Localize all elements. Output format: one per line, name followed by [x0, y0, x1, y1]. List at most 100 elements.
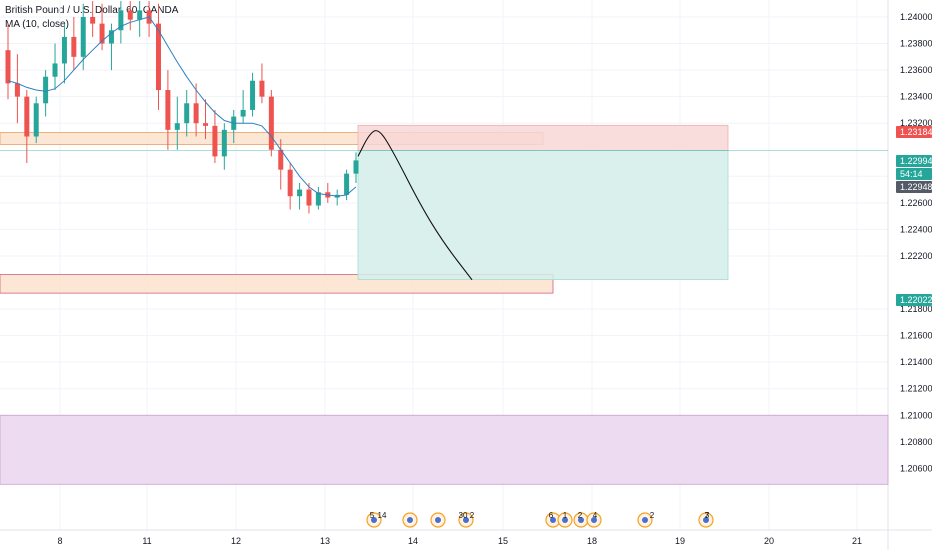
y-tick-label: 1.21200: [900, 384, 932, 394]
y-tick-label: 1.21000: [900, 410, 932, 420]
candle-body: [212, 125, 218, 157]
candle-body: [259, 80, 265, 97]
event-flag-dot: [463, 517, 469, 523]
x-tick-label: 14: [408, 536, 418, 546]
candle-body: [99, 23, 105, 44]
y-tick-label: 1.23200: [900, 118, 932, 128]
event-flag-dot: [550, 517, 556, 523]
x-tick-label: 13: [320, 536, 330, 546]
price-tag-teal: [896, 294, 932, 306]
candle-body: [52, 63, 58, 77]
y-tick-label: 1.22400: [900, 224, 932, 234]
event-flag-dot: [435, 517, 441, 523]
projection-line: [357, 130, 473, 281]
event-flag-dot: [578, 517, 584, 523]
candle-body: [184, 103, 190, 124]
price-tag-label: 1.22994: [900, 156, 932, 166]
candle-body: [344, 173, 350, 195]
event-markers: 5 14 30 2 6 1 2 4 2 37: [366, 511, 714, 528]
zone-stop-loss-area: [357, 124, 729, 151]
zone-profit-target-area: [357, 150, 729, 280]
candles: [5, 1, 359, 214]
price-tag-red: [896, 126, 932, 138]
candle-body: [33, 103, 39, 137]
x-tick-label: 11: [142, 536, 151, 546]
indicator-label: MA (10, close): [5, 19, 69, 30]
candle-body: [5, 50, 11, 84]
event-count: 14: [378, 511, 387, 520]
price-tag-teal: [896, 168, 932, 180]
candle-body: [90, 17, 96, 24]
candle-body: [221, 129, 227, 157]
event-count: 3: [705, 511, 710, 520]
candle-body: [127, 10, 133, 20]
price-tag-label: 54:14: [900, 169, 923, 179]
price-tag-label: 1.22022: [900, 295, 932, 305]
ma-line: [7, 16, 357, 197]
candle-body: [203, 123, 209, 126]
moving-average: [7, 16, 357, 197]
event-count: 1: [563, 511, 568, 520]
y-tick-label: 1.23400: [900, 92, 932, 102]
candle-body: [278, 149, 284, 170]
y-tick-label: 1.21400: [900, 357, 932, 367]
event-count: 6: [549, 511, 554, 520]
candle-body: [137, 10, 143, 20]
candle-body: [14, 83, 20, 97]
price-tag-teal: [896, 155, 932, 167]
chart-title: British Pound / U.S. Dollar, 60, OANDA: [5, 5, 179, 16]
event-count: 7: [705, 511, 710, 520]
candle-body: [306, 189, 312, 206]
y-tick-label: 1.23800: [900, 39, 932, 49]
event-flag-dot: [371, 517, 377, 523]
candle-body: [108, 30, 114, 44]
candle-body: [80, 17, 86, 57]
projection: [357, 130, 473, 281]
event-count: 2: [650, 511, 655, 520]
event-count: 2: [578, 511, 583, 520]
x-tick-label: 8: [57, 536, 62, 546]
x-tick-label: 15: [498, 536, 508, 546]
candle-body: [353, 160, 359, 174]
y-tick-label: 1.20800: [900, 437, 932, 447]
candle-body: [155, 23, 161, 91]
candle-body: [268, 96, 274, 150]
x-tick-label: 12: [231, 536, 241, 546]
price-tag-label: 1.23184: [900, 127, 932, 137]
event-flag-dot: [703, 517, 709, 523]
candle-body: [250, 80, 256, 110]
x-tick-label: 20: [764, 536, 774, 546]
y-tick-label: 1.24000: [900, 12, 932, 22]
zones: [0, 124, 889, 485]
candle-body: [43, 76, 49, 104]
y-tick-label: 1.23600: [900, 65, 932, 75]
y-tick-label: 1.22200: [900, 251, 932, 261]
y-tick-label: 1.20600: [900, 463, 932, 473]
candle-body: [24, 96, 30, 137]
y-tick-label: 1.21800: [900, 304, 932, 314]
price-axis: 1.240001.238001.236001.234001.232001.228…: [896, 12, 932, 473]
price-tag-grey: [896, 181, 932, 193]
x-tick-label: 18: [587, 536, 597, 546]
y-tick-label: 1.21600: [900, 331, 932, 341]
event-flag-dot: [407, 517, 413, 523]
candle-body: [165, 90, 171, 130]
event-count: 2: [470, 511, 475, 520]
price-tag-label: 1.22948: [900, 182, 932, 192]
candle-body: [118, 10, 124, 31]
candle-body: [315, 192, 321, 206]
candle-body: [193, 103, 199, 124]
x-tick-label: 21: [852, 536, 862, 546]
zone-lower-band: [0, 414, 889, 485]
event-count: 30: [459, 511, 468, 520]
y-tick-label: 1.22600: [900, 198, 932, 208]
event-count: 4: [593, 511, 598, 520]
x-tick-label: 19: [675, 536, 685, 546]
candle-body: [240, 109, 246, 117]
event-count: 5: [370, 511, 375, 520]
event-flag-dot: [591, 517, 597, 523]
event-flag-dot: [642, 517, 648, 523]
candle-body: [297, 189, 303, 197]
candle-body: [174, 123, 180, 130]
